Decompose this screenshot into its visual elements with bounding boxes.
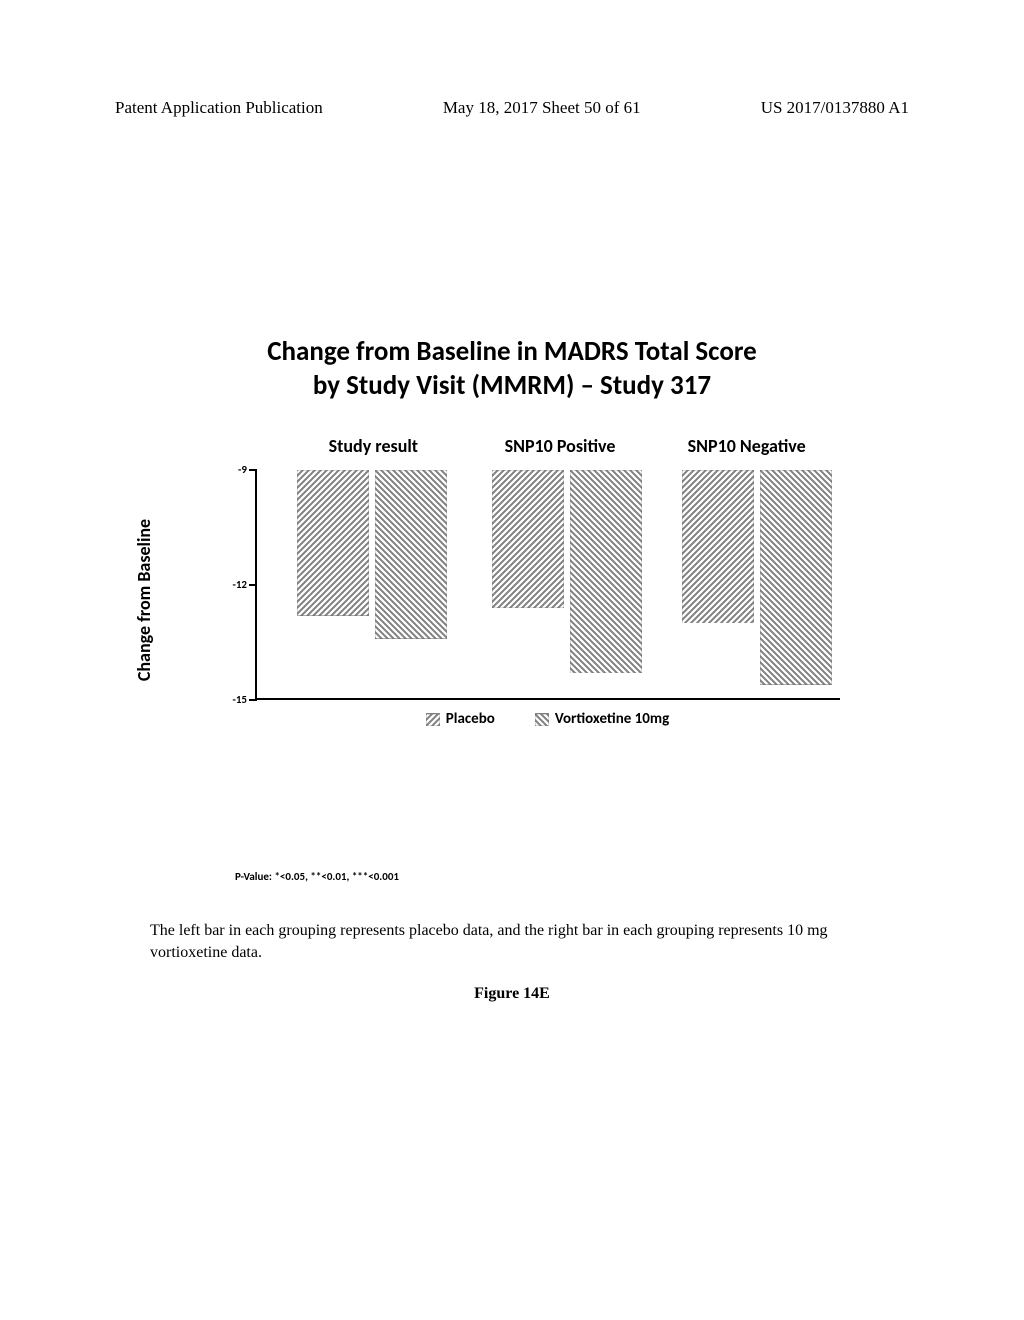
patent-header: Patent Application Publication May 18, 2… xyxy=(115,98,909,118)
category-label-0: Study result xyxy=(280,435,467,457)
y-tick-label: -9 xyxy=(219,463,247,476)
category-label-1: SNP10 Positive xyxy=(467,435,654,457)
bar-placebo xyxy=(682,470,754,623)
page: Patent Application Publication May 18, 2… xyxy=(0,0,1024,1320)
plot-region: -9-12-15 xyxy=(255,470,840,700)
bar-placebo xyxy=(297,470,369,616)
bar-vortioxetine xyxy=(375,470,447,639)
y-tick-label: -15 xyxy=(219,693,247,706)
legend-label-placebo: Placebo xyxy=(446,710,495,728)
legend-item-placebo: Placebo xyxy=(426,710,495,728)
y-tick xyxy=(249,584,257,586)
chart-title: Change from Baseline in MADRS Total Scor… xyxy=(115,335,909,403)
legend-label-vortioxetine: Vortioxetine 10mg xyxy=(555,710,669,728)
y-tick xyxy=(249,699,257,701)
chart-title-line1: Change from Baseline in MADRS Total Scor… xyxy=(115,335,909,369)
pvalue-note: P-Value: *<0.05, **<0.01, ***<0.001 xyxy=(235,870,399,883)
figure-label: Figure 14E xyxy=(115,985,909,1003)
category-labels: Study result SNP10 Positive SNP10 Negati… xyxy=(280,435,840,457)
legend: Placebo Vortioxetine 10mg xyxy=(255,710,840,728)
bar-vortioxetine xyxy=(760,470,832,685)
y-tick-label: -12 xyxy=(219,578,247,591)
chart-area: -9-12-15 Placebo Vortioxetine 10mg xyxy=(200,470,840,730)
legend-item-vortioxetine: Vortioxetine 10mg xyxy=(535,710,669,728)
y-tick xyxy=(249,469,257,471)
bar-placebo xyxy=(492,470,564,608)
category-label-2: SNP10 Negative xyxy=(653,435,840,457)
swatch-vortioxetine-icon xyxy=(535,713,549,725)
y-axis-title: Change from Baseline xyxy=(133,470,155,730)
chart-title-line2: by Study Visit (MMRM) – Study 317 xyxy=(115,369,909,403)
caption-text: The left bar in each grouping represents… xyxy=(150,920,884,963)
header-mid: May 18, 2017 Sheet 50 of 61 xyxy=(443,98,641,118)
header-left: Patent Application Publication xyxy=(115,98,323,118)
header-right: US 2017/0137880 A1 xyxy=(761,98,909,118)
swatch-placebo-icon xyxy=(426,713,440,725)
bar-vortioxetine xyxy=(570,470,642,673)
